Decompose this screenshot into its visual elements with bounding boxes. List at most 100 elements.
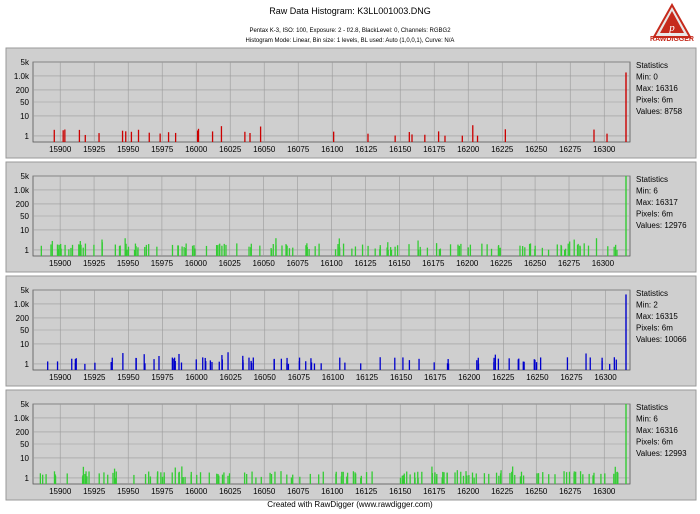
x-tick-label: 16100 — [321, 145, 344, 154]
x-tick-label: 15950 — [117, 373, 140, 382]
y-tick-label: 10 — [20, 226, 29, 235]
y-tick-label: 50 — [20, 98, 29, 107]
x-tick-label: 16050 — [253, 145, 276, 154]
y-tick-label: 5k — [21, 172, 30, 181]
y-tick-label: 5k — [21, 400, 30, 409]
x-tick-label: 15975 — [151, 373, 174, 382]
y-tick-label: 1 — [25, 132, 30, 141]
y-tick-label: 1 — [25, 246, 30, 255]
footer-credit: Created with RawDigger (www.rawdigger.co… — [267, 500, 433, 509]
x-tick-label: 16125 — [355, 487, 378, 496]
x-tick-label: 16050 — [253, 259, 276, 268]
x-tick-label: 15975 — [151, 259, 174, 268]
x-tick-label: 16175 — [423, 145, 446, 154]
x-tick-label: 15975 — [151, 487, 174, 496]
y-tick-label: 1.0k — [14, 414, 30, 423]
x-tick-label: 16300 — [593, 145, 616, 154]
x-tick-label: 15925 — [83, 259, 106, 268]
stats-min: Min: 2 — [636, 301, 658, 310]
stats-pixels: Pixels: 6m — [636, 96, 673, 105]
camera-info: Pentax K-3, ISO: 100, Exposure: 2 - f/2.… — [249, 28, 451, 34]
x-tick-label: 16275 — [559, 487, 582, 496]
stats-min: Min: 6 — [636, 187, 658, 196]
y-tick-label: 50 — [20, 326, 29, 335]
x-tick-label: 16050 — [253, 487, 276, 496]
x-tick-label: 16075 — [286, 259, 309, 268]
x-tick-label: 16000 — [185, 373, 208, 382]
stats-pixels: Pixels: 6m — [636, 210, 673, 219]
stats-min: Min: 0 — [636, 73, 658, 82]
stats-values: Values: 12993 — [636, 449, 687, 458]
x-tick-label: 16200 — [457, 145, 480, 154]
x-tick-label: 16075 — [287, 487, 310, 496]
x-tick-label: 16300 — [593, 487, 616, 496]
x-tick-label: 15950 — [117, 145, 140, 154]
x-tick-label: 16075 — [287, 145, 310, 154]
y-tick-label: 1.0k — [14, 186, 30, 195]
x-tick-label: 15950 — [117, 259, 140, 268]
stats-values: Values: 12976 — [636, 221, 687, 230]
stats-values: Values: 10066 — [636, 335, 687, 344]
x-tick-label: 16025 — [219, 487, 242, 496]
stats-min: Min: 6 — [636, 415, 658, 424]
y-tick-label: 5k — [21, 58, 30, 67]
x-tick-label: 16200 — [456, 259, 479, 268]
x-tick-label: 16050 — [254, 373, 277, 382]
y-tick-label: 50 — [20, 212, 29, 221]
x-tick-label: 16125 — [356, 373, 379, 382]
x-tick-label: 16175 — [424, 373, 447, 382]
x-tick-label: 16250 — [526, 373, 549, 382]
stats-max: Max: 16317 — [636, 198, 678, 207]
stats-pixels: Pixels: 6m — [636, 324, 673, 333]
x-tick-label: 16150 — [389, 487, 412, 496]
y-tick-label: 10 — [20, 340, 29, 349]
x-tick-label: 16275 — [560, 373, 583, 382]
x-tick-label: 16025 — [219, 259, 242, 268]
stats-title: Statistics — [636, 289, 668, 298]
x-tick-label: 16175 — [423, 487, 446, 496]
x-tick-label: 16175 — [422, 259, 445, 268]
x-tick-label: 16225 — [490, 259, 513, 268]
x-tick-label: 15925 — [83, 145, 106, 154]
y-tick-label: 1 — [25, 474, 30, 483]
x-tick-label: 16025 — [220, 373, 243, 382]
x-tick-label: 16275 — [558, 259, 581, 268]
y-tick-label: 1.0k — [14, 300, 30, 309]
x-tick-label: 16300 — [592, 259, 615, 268]
x-tick-label: 16100 — [321, 487, 344, 496]
stats-max: Max: 16316 — [636, 426, 678, 435]
x-tick-label: 15900 — [49, 259, 72, 268]
x-tick-label: 16100 — [322, 373, 345, 382]
x-tick-label: 16150 — [389, 145, 412, 154]
stats-title: Statistics — [636, 175, 668, 184]
svg-text:p: p — [668, 22, 675, 34]
x-tick-label: 16100 — [320, 259, 343, 268]
x-tick-label: 16150 — [388, 259, 411, 268]
stats-title: Statistics — [636, 403, 668, 412]
x-tick-label: 15925 — [83, 487, 106, 496]
x-tick-label: 16000 — [185, 145, 208, 154]
y-tick-label: 1 — [25, 360, 30, 369]
x-tick-label: 16075 — [288, 373, 311, 382]
y-tick-label: 50 — [20, 440, 29, 449]
x-tick-label: 15950 — [117, 487, 140, 496]
y-tick-label: 200 — [16, 428, 30, 437]
x-tick-label: 15900 — [49, 373, 72, 382]
x-tick-label: 16000 — [185, 487, 208, 496]
histogram-mode-info: Histogram Mode: Linear, Bin size: 1 leve… — [245, 38, 455, 44]
x-tick-label: 16125 — [355, 145, 378, 154]
x-tick-label: 15975 — [151, 145, 174, 154]
y-tick-label: 200 — [16, 86, 30, 95]
x-tick-label: 16250 — [525, 487, 548, 496]
page-title: Raw Data Histogram: K3LL001003.DNG — [269, 6, 431, 16]
x-tick-label: 16200 — [458, 373, 481, 382]
x-tick-label: 16125 — [354, 259, 377, 268]
y-tick-label: 200 — [16, 200, 30, 209]
x-tick-label: 16225 — [491, 145, 514, 154]
x-tick-label: 16025 — [219, 145, 242, 154]
stats-pixels: Pixels: 6m — [636, 438, 673, 447]
x-tick-label: 16150 — [390, 373, 413, 382]
stats-max: Max: 16315 — [636, 312, 678, 321]
x-tick-label: 16000 — [185, 259, 208, 268]
